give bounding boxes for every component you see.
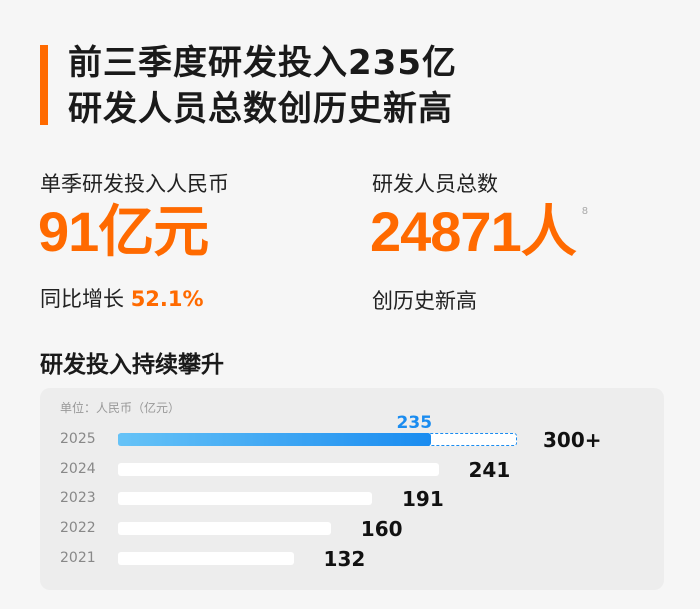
stat1-value-row: 91亿元 <box>38 200 209 264</box>
title-line-1: 前三季度研发投入235亿 <box>68 43 457 83</box>
stat1-growth: 同比增长 52.1% <box>40 283 204 313</box>
unit-label: 单位：人民币（亿元） <box>60 401 181 415</box>
stat1-value: 91亿元 <box>38 200 209 263</box>
growth-value: 52.1% <box>130 287 204 311</box>
bar <box>118 552 294 565</box>
growth-label: 同比增长 <box>40 287 124 311</box>
bar-value-label: 160 <box>360 517 403 541</box>
page-title: 前三季度研发投入235亿 研发人员总数创历史新高 <box>68 40 457 132</box>
bar-value-label: 241 <box>468 458 511 482</box>
bar-value-label: 300+ <box>543 428 602 452</box>
stat2-note: 创历史新高 <box>372 289 477 313</box>
year-label: 2024 <box>60 461 96 477</box>
year-label: 2023 <box>60 490 96 506</box>
actual-value-label: 235 <box>396 413 433 433</box>
year-label: 2022 <box>60 520 96 536</box>
bar <box>118 463 439 476</box>
title-line-2: 研发人员总数创历史新高 <box>68 89 453 129</box>
stat2-label: 研发人员总数 <box>372 172 498 196</box>
bar <box>118 433 431 446</box>
footnote-marker: 8 <box>581 206 589 217</box>
stat2-value: 24871人 <box>370 200 577 263</box>
year-label: 2021 <box>60 550 96 566</box>
year-label: 2025 <box>60 431 96 447</box>
stat2-value-row: 24871人 8 <box>370 200 588 264</box>
bar-value-label: 132 <box>323 547 366 571</box>
bar <box>118 492 373 505</box>
bar-value-label: 191 <box>402 487 444 511</box>
bar <box>118 522 331 535</box>
section-title: 研发投入持续攀升 <box>40 352 224 378</box>
title-accent-bar <box>40 45 48 125</box>
stat1-label: 单季研发投入人民币 <box>40 172 229 196</box>
